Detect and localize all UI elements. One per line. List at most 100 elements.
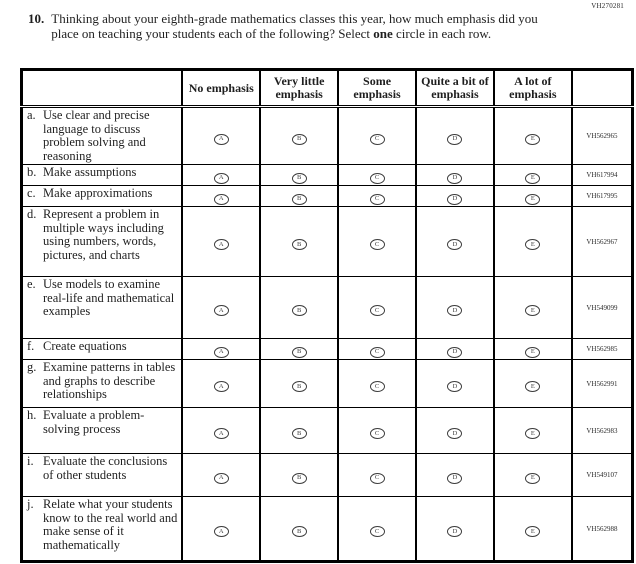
option-bubble-e[interactable]: E (525, 472, 541, 484)
option-cell-a-lot-of-emphasis[interactable]: E (492, 338, 573, 360)
option-cell-very-little-emphasis[interactable]: B (259, 276, 340, 339)
option-cell-quite-a-bit-of-emphasis[interactable]: D (415, 185, 495, 207)
option-cell-very-little-emphasis[interactable]: B (259, 359, 340, 408)
option-bubble-c[interactable]: C (369, 381, 385, 393)
option-bubble-c[interactable]: C (369, 239, 385, 251)
option-bubble-b[interactable]: B (291, 346, 307, 358)
option-cell-some-emphasis[interactable]: C (337, 407, 417, 454)
option-bubble-c[interactable]: C (369, 472, 385, 484)
option-cell-no-emphasis[interactable]: A (181, 106, 262, 165)
option-cell-very-little-emphasis[interactable]: B (259, 185, 340, 207)
option-bubble-e[interactable]: E (525, 133, 541, 145)
option-cell-no-emphasis[interactable]: A (181, 185, 262, 207)
option-cell-some-emphasis[interactable]: C (337, 185, 417, 207)
option-bubble-a[interactable]: A (213, 472, 229, 484)
option-cell-some-emphasis[interactable]: C (337, 359, 417, 408)
option-cell-very-little-emphasis[interactable]: B (259, 338, 340, 360)
option-bubble-d[interactable]: D (447, 472, 463, 484)
option-bubble-e[interactable]: E (525, 305, 541, 317)
option-bubble-c[interactable]: C (369, 526, 385, 538)
option-cell-some-emphasis[interactable]: C (337, 206, 417, 277)
option-bubble-e[interactable]: E (525, 239, 541, 251)
option-cell-some-emphasis[interactable]: C (337, 453, 417, 497)
option-bubble-a[interactable]: A (213, 172, 229, 184)
option-cell-no-emphasis[interactable]: A (181, 206, 262, 277)
option-bubble-d[interactable]: D (447, 526, 463, 538)
option-bubble-c[interactable]: C (369, 346, 385, 358)
option-cell-a-lot-of-emphasis[interactable]: E (492, 185, 573, 207)
option-cell-very-little-emphasis[interactable]: B (259, 164, 340, 186)
option-cell-very-little-emphasis[interactable]: B (259, 453, 340, 497)
option-cell-quite-a-bit-of-emphasis[interactable]: D (415, 359, 495, 408)
option-cell-some-emphasis[interactable]: C (337, 164, 417, 186)
option-bubble-b[interactable]: B (291, 381, 307, 393)
option-bubble-b[interactable]: B (291, 472, 307, 484)
option-cell-no-emphasis[interactable]: A (181, 496, 262, 562)
option-cell-quite-a-bit-of-emphasis[interactable]: D (415, 338, 495, 360)
option-bubble-d[interactable]: D (447, 133, 463, 145)
option-bubble-b[interactable]: B (291, 239, 307, 251)
option-bubble-e[interactable]: E (525, 526, 541, 538)
option-bubble-a[interactable]: A (213, 133, 229, 145)
option-bubble-d[interactable]: D (447, 428, 463, 440)
option-cell-a-lot-of-emphasis[interactable]: E (492, 359, 573, 408)
option-bubble-d[interactable]: D (447, 381, 463, 393)
option-bubble-b[interactable]: B (291, 305, 307, 317)
option-cell-no-emphasis[interactable]: A (181, 407, 262, 454)
option-cell-quite-a-bit-of-emphasis[interactable]: D (415, 496, 495, 562)
option-bubble-a[interactable]: A (213, 346, 229, 358)
option-cell-a-lot-of-emphasis[interactable]: E (492, 106, 573, 165)
option-cell-quite-a-bit-of-emphasis[interactable]: D (415, 164, 495, 186)
option-cell-some-emphasis[interactable]: C (337, 106, 417, 165)
option-cell-very-little-emphasis[interactable]: B (259, 496, 340, 562)
option-bubble-d[interactable]: D (447, 193, 463, 205)
option-bubble-e[interactable]: E (525, 193, 541, 205)
option-cell-a-lot-of-emphasis[interactable]: E (492, 164, 573, 186)
option-bubble-e[interactable]: E (525, 346, 541, 358)
option-cell-no-emphasis[interactable]: A (181, 164, 262, 186)
option-cell-quite-a-bit-of-emphasis[interactable]: D (415, 106, 495, 165)
option-bubble-b[interactable]: B (291, 193, 307, 205)
option-bubble-d[interactable]: D (447, 172, 463, 184)
option-bubble-a[interactable]: A (213, 428, 229, 440)
option-cell-quite-a-bit-of-emphasis[interactable]: D (415, 453, 495, 497)
option-bubble-c[interactable]: C (369, 428, 385, 440)
option-bubble-b[interactable]: B (291, 133, 307, 145)
option-bubble-c[interactable]: C (369, 172, 385, 184)
option-cell-very-little-emphasis[interactable]: B (259, 407, 340, 454)
option-cell-some-emphasis[interactable]: C (337, 338, 417, 360)
option-cell-a-lot-of-emphasis[interactable]: E (492, 206, 573, 277)
option-bubble-e[interactable]: E (525, 172, 541, 184)
option-bubble-d[interactable]: D (447, 305, 463, 317)
option-bubble-a[interactable]: A (213, 239, 229, 251)
option-bubble-a[interactable]: A (213, 526, 229, 538)
option-bubble-c[interactable]: C (369, 305, 385, 317)
option-bubble-c[interactable]: C (369, 133, 385, 145)
option-cell-quite-a-bit-of-emphasis[interactable]: D (415, 407, 495, 454)
option-cell-no-emphasis[interactable]: A (181, 359, 262, 408)
option-bubble-c[interactable]: C (369, 193, 385, 205)
option-bubble-b[interactable]: B (291, 526, 307, 538)
option-bubble-d[interactable]: D (447, 346, 463, 358)
option-bubble-d[interactable]: D (447, 239, 463, 251)
option-cell-a-lot-of-emphasis[interactable]: E (492, 407, 573, 454)
option-cell-no-emphasis[interactable]: A (181, 338, 262, 360)
option-bubble-b[interactable]: B (291, 172, 307, 184)
option-cell-some-emphasis[interactable]: C (337, 276, 417, 339)
option-bubble-e[interactable]: E (525, 428, 541, 440)
option-cell-no-emphasis[interactable]: A (181, 453, 262, 497)
option-cell-some-emphasis[interactable]: C (337, 496, 417, 562)
option-bubble-a[interactable]: A (213, 381, 229, 393)
option-bubble-a[interactable]: A (213, 193, 229, 205)
option-cell-a-lot-of-emphasis[interactable]: E (492, 453, 573, 497)
option-bubble-b[interactable]: B (291, 428, 307, 440)
option-cell-quite-a-bit-of-emphasis[interactable]: D (415, 206, 495, 277)
option-cell-a-lot-of-emphasis[interactable]: E (492, 276, 573, 339)
option-cell-quite-a-bit-of-emphasis[interactable]: D (415, 276, 495, 339)
option-bubble-a[interactable]: A (213, 305, 229, 317)
option-bubble-e[interactable]: E (525, 381, 541, 393)
option-cell-very-little-emphasis[interactable]: B (259, 206, 340, 277)
option-cell-a-lot-of-emphasis[interactable]: E (492, 496, 573, 562)
option-cell-very-little-emphasis[interactable]: B (259, 106, 340, 165)
option-cell-no-emphasis[interactable]: A (181, 276, 262, 339)
